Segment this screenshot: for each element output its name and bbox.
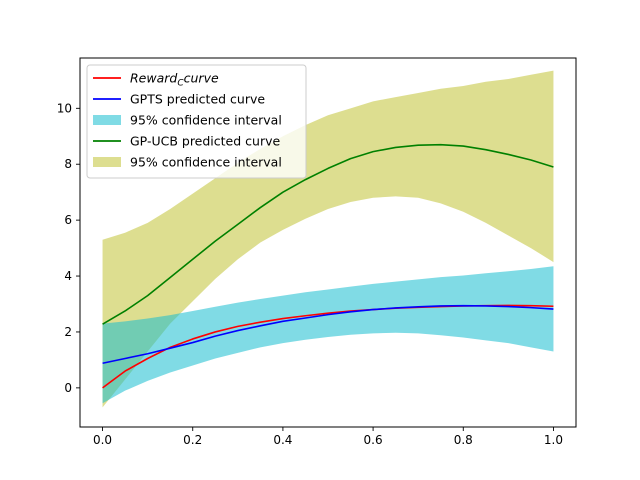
legend-patch-swatch — [93, 115, 121, 125]
legend-label: GPTS predicted curve — [130, 92, 265, 107]
x-tick-label: 0.0 — [93, 433, 112, 447]
y-axis: 0 2 4 6 8 10 — [57, 101, 80, 395]
x-tick-label: 0.4 — [273, 433, 292, 447]
legend: RewardCcurve GPTS predicted curve 95% conf… — [86, 64, 307, 179]
y-tick-label: 8 — [64, 157, 72, 171]
legend-label: RewardCcurve — [130, 71, 219, 89]
legend-label: 95% confidence interval — [130, 113, 282, 128]
y-tick-label: 2 — [64, 325, 72, 339]
y-tick-label: 10 — [57, 101, 72, 115]
y-tick-label: 0 — [64, 381, 72, 395]
x-tick-label: 1.0 — [544, 433, 563, 447]
confidence-band-1 — [102, 70, 554, 408]
series-lines — [102, 143, 554, 389]
confidence-bands — [102, 70, 554, 408]
x-tick-label: 0.2 — [183, 433, 202, 447]
series-line-2 — [102, 304, 554, 365]
x-tick-label: 0.8 — [454, 433, 473, 447]
series-line-3 — [102, 143, 554, 325]
plot-frame — [79, 57, 577, 428]
confidence-band-2 — [102, 266, 554, 404]
legend-label: 95% confidence interval — [130, 155, 282, 170]
x-axis: 0.0 0.2 0.4 0.6 0.8 1.0 — [93, 427, 563, 447]
y-tick-label: 6 — [64, 213, 72, 227]
x-tick-label: 0.6 — [364, 433, 383, 447]
legend-label: GP-UCB predicted curve — [130, 134, 280, 149]
legend-box — [86, 64, 307, 179]
y-tick-label: 4 — [64, 269, 72, 283]
legend-patch-swatch — [93, 157, 121, 167]
